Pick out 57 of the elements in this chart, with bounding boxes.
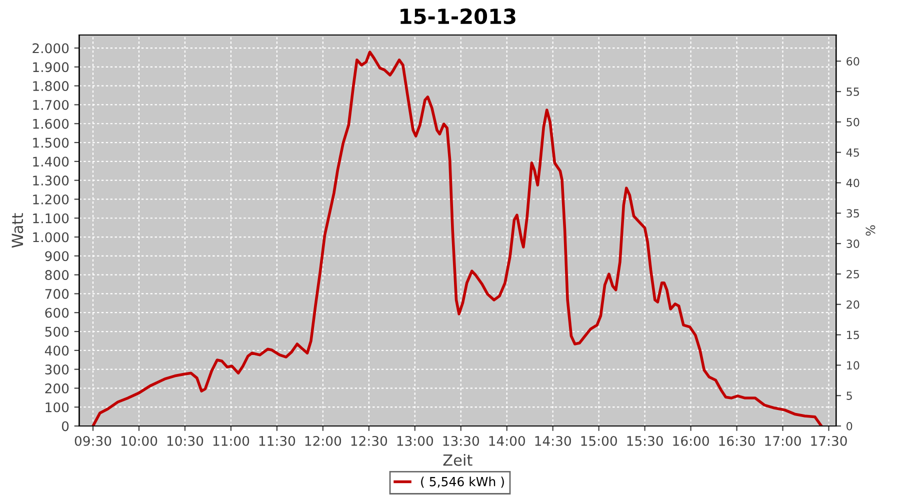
y-tick-label: 1.900 [33, 62, 69, 72]
x-tick-label: 15:00 [581, 436, 617, 446]
y-tick-label: 600 [45, 308, 69, 318]
y-axis-title: Watt [12, 213, 24, 248]
y-tick-label: 200 [45, 383, 69, 394]
x-tick-label: 15:30 [627, 436, 663, 446]
y-tick-label: 2.000 [32, 43, 69, 54]
y2-tick-label: 30 [846, 240, 860, 248]
y-tick-label: 1.100 [33, 213, 69, 224]
chart-title: 15-1-2013 [400, 8, 516, 24]
y-tick-label: 0 [62, 421, 69, 432]
y2-tick-label: 55 [846, 88, 859, 96]
y2-tick-label: 60 [846, 57, 860, 66]
y-tick-label: 500 [45, 326, 69, 337]
y2-tick-label: 5 [846, 392, 852, 400]
x-axis-title: Zeit [443, 454, 472, 466]
x-tick-label: 14:30 [535, 436, 571, 446]
y-tick-label: 1.700 [33, 100, 69, 110]
y-tick-label: 800 [45, 270, 69, 280]
y2-tick-label: 35 [846, 209, 859, 218]
x-tick-label: 10:30 [167, 436, 204, 446]
x-tick-label: 16:00 [673, 436, 709, 446]
x-tick-label: 17:00 [765, 436, 801, 446]
x-tick-label: 11:30 [259, 436, 296, 446]
y2-tick-label: 45 [846, 148, 859, 157]
y-tick-label: 700 [45, 288, 69, 299]
y-tick-label: 300 [45, 364, 69, 375]
x-tick-label: 17:30 [811, 436, 847, 446]
y2-tick-label: 25 [846, 270, 859, 278]
y-tick-label: 1.200 [33, 194, 69, 204]
y-tick-label: 1.400 [33, 156, 69, 167]
x-tick-label: 13:00 [397, 436, 434, 446]
x-tick-label: 14:00 [489, 436, 525, 446]
y2-tick-label: 0 [846, 422, 852, 430]
y2-tick-label: 20 [846, 300, 860, 309]
y-tick-label: 1.800 [33, 81, 69, 92]
line-series [92, 50, 823, 426]
y-tick-label: 400 [44, 346, 69, 356]
y-tick-label: 1.000 [33, 232, 69, 242]
y2-tick-label: 10 [847, 361, 860, 370]
y2-tick-label: 50 [846, 118, 860, 126]
y2-tick-label: 15 [847, 330, 859, 340]
y2-axis-title: % [866, 225, 876, 236]
y-tick-label: 1.500 [33, 138, 69, 148]
legend-label: ( 5,546 kWh ) [421, 476, 504, 488]
x-tick-label: 12:30 [351, 436, 388, 446]
y-tick-label: 1.600 [33, 118, 69, 129]
x-tick-label: 12:00 [305, 436, 342, 446]
y2-tick-label: 40 [846, 178, 860, 188]
y-tick-label: 100 [46, 402, 69, 412]
x-tick-label: 13:30 [443, 436, 480, 446]
y-tick-label: 1.300 [33, 176, 69, 186]
x-tick-label: 11:00 [213, 436, 250, 446]
y-tick-label: 900 [45, 251, 69, 262]
x-tick-label: 16:30 [719, 436, 755, 446]
x-tick-label: 10:00 [121, 436, 158, 446]
x-tick-label: 09:30 [74, 436, 112, 446]
